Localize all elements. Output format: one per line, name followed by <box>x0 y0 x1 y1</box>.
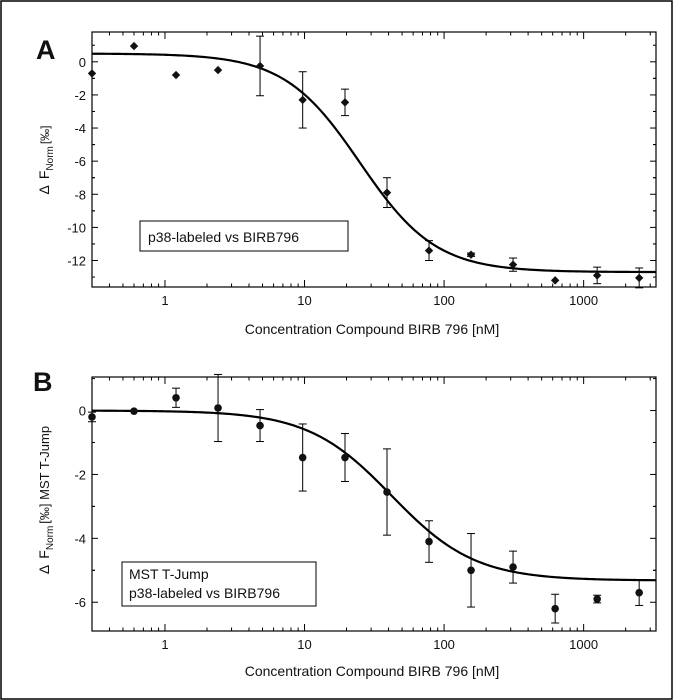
plot-frame <box>91 376 657 632</box>
y-tick-label: -4 <box>74 531 86 546</box>
fit-curve <box>91 409 657 582</box>
plot-frame <box>91 31 657 288</box>
panel-a: A 0 -2 -4 -6 -8 -10 -12 1 10 100 1000 Concentratio… <box>36 31 657 337</box>
data-point <box>129 41 139 51</box>
y-axis-label-delta: Δ <box>36 565 52 574</box>
y-axis-label-main: F <box>36 550 52 559</box>
y-axis-label-sub: Norm <box>45 146 56 170</box>
x-axis-label: Concentration Compound BIRB 796 [nM] <box>245 663 499 679</box>
y-tick-label: -2 <box>74 88 86 103</box>
data-point <box>551 604 559 613</box>
data-point <box>88 413 96 421</box>
legend-box <box>121 561 317 607</box>
y-tick-label: -8 <box>74 187 86 202</box>
data-point <box>466 250 476 259</box>
data-point <box>508 260 518 269</box>
y-axis-label: ΔFNorm [‰] MST T-Jump <box>36 426 56 574</box>
y-tick-label: -10 <box>67 220 86 235</box>
y-tick-label: -4 <box>74 121 86 136</box>
data-point <box>87 69 97 78</box>
data-point <box>467 566 475 575</box>
axis-ticks <box>91 32 656 287</box>
data-point <box>340 98 350 107</box>
y-tick-label: 0 <box>79 404 86 419</box>
panel-label: A <box>36 35 56 65</box>
data-point <box>130 407 138 415</box>
data-point <box>424 246 434 255</box>
axis-tick-labels: 0 -2 -4 -6 1 10 100 1000 <box>74 404 598 652</box>
y-axis-label-unit: [‰] MST T-Jump <box>37 426 52 524</box>
y-axis-label-main: F <box>36 171 52 180</box>
x-tick-label: 1 <box>161 637 168 652</box>
y-tick-label: -6 <box>74 154 86 169</box>
data-point <box>383 488 391 496</box>
legend: MST T-Jump p38-labeled vs BIRB796 <box>121 561 317 607</box>
data-point <box>298 453 307 462</box>
x-tick-label: 10 <box>297 293 311 308</box>
data-point <box>635 588 643 597</box>
data-point <box>592 271 602 280</box>
x-tick-label: 1 <box>161 293 168 308</box>
legend-entry: p38-labeled vs BIRB796 <box>129 585 280 601</box>
y-axis-label-unit: [‰] <box>38 125 52 144</box>
legend-box <box>139 220 349 252</box>
y-axis-label-delta: Δ <box>36 185 52 194</box>
data-point <box>341 453 349 462</box>
axis-tick-labels: 0 -2 -4 -6 -8 -10 -12 1 10 100 1000 <box>67 55 598 308</box>
x-tick-label: 100 <box>433 637 455 652</box>
y-tick-label: -6 <box>74 595 86 610</box>
data-point <box>214 404 222 412</box>
data-point <box>256 421 264 430</box>
x-axis-label: Concentration Compound BIRB 796 [nM] <box>245 321 499 337</box>
legend-entry: MST T-Jump <box>129 566 209 582</box>
y-axis-label: ΔFNorm [‰] <box>36 125 56 194</box>
x-tick-label: 1000 <box>569 637 598 652</box>
x-tick-label: 10 <box>297 637 311 652</box>
data-point <box>171 70 181 80</box>
data-point <box>172 393 180 402</box>
legend: p38-labeled vs BIRB796 <box>139 220 349 252</box>
data-point <box>298 95 307 105</box>
x-tick-label: 100 <box>433 293 455 308</box>
y-axis-label-sub: Norm <box>45 526 56 550</box>
data-point <box>382 188 392 197</box>
data-point <box>213 65 223 75</box>
panel-label: B <box>33 367 53 397</box>
axis-ticks <box>91 377 656 631</box>
x-tick-label: 1000 <box>569 293 598 308</box>
data-point <box>509 563 517 571</box>
data-point <box>634 273 644 283</box>
y-tick-label: -12 <box>67 254 86 269</box>
y-tick-label: -2 <box>74 467 86 482</box>
data-point <box>255 61 265 71</box>
y-tick-label: 0 <box>79 55 86 70</box>
data-point <box>425 537 433 546</box>
legend-entry: p38-labeled vs BIRB796 <box>148 229 299 245</box>
data-points <box>88 393 643 613</box>
fit-curve <box>91 52 657 274</box>
data-points <box>87 41 644 285</box>
panel-b: B 0 -2 -4 -6 1 10 100 1000 Concentration Compou… <box>33 367 657 679</box>
data-point <box>593 595 601 603</box>
data-point <box>550 276 560 285</box>
error-bars <box>256 35 644 289</box>
